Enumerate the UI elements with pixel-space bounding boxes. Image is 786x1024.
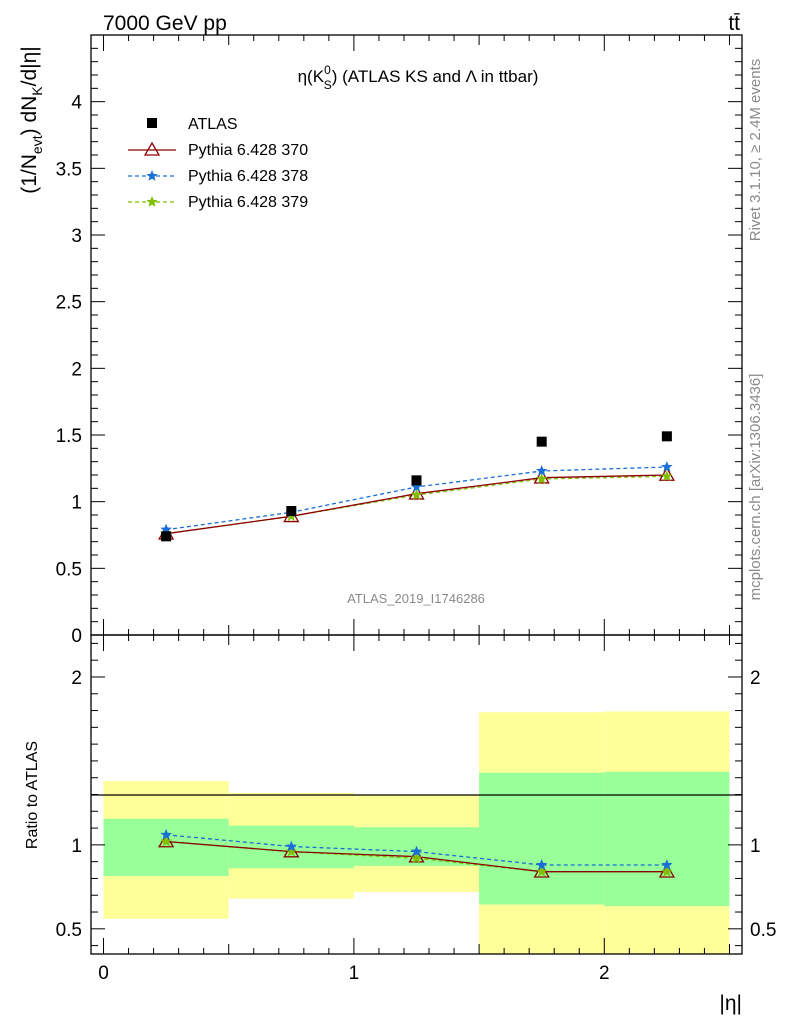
main-y-tick-label: 0 [71,626,82,647]
ylabel-sub-evt: evt [29,135,45,154]
ratio-point-p370 [408,848,425,863]
ratio-y-tick-labels: 0.5 0.5 1 1 2 2 [56,668,777,941]
mcplots-credit-label: mcplots.cern.ch [arXiv:1306.3436] [747,374,764,601]
ratio-axis-ticks [91,635,742,954]
ratio-y-tick-label-right: 0.5 [750,920,776,941]
ratio-x-tick-label: 0 [98,963,109,984]
point-atlas [286,506,297,516]
header-energy-label: 7000 GeV pp [103,12,227,35]
legend-marker-p378 [146,170,158,181]
ratio-y-tick-label-right: 1 [750,836,761,857]
point-p378 [160,523,172,535]
main-y-tick-label: 1.5 [56,426,82,447]
ratio-point-p379 [661,865,673,877]
plot-title-prefix: η(K [298,67,325,86]
ratio-band-inner [479,772,605,905]
ratio-y-axis-label: Ratio to ATLAS [24,741,41,849]
point-p378 [661,461,673,472]
ratio-y-tick-label-right: 2 [750,668,761,689]
main-y-tick-label: 4 [71,93,82,114]
ratio-band-inner [604,771,730,907]
ratio-uncertainty-bands [103,711,730,954]
ylabel-part-b: ) dN [18,96,41,136]
legend-label-p378: Pythia 6.428 378 [188,168,308,185]
ratio-point-p378 [160,828,172,840]
point-atlas [536,436,547,447]
ratio-point-p378 [661,859,673,870]
point-p379 [535,473,548,484]
main-data-marks [157,431,676,542]
main-y-tick-label: 0.5 [56,559,82,580]
point-p379 [410,489,423,500]
ratio-point-p378 [535,859,548,870]
legend-label-p379: Pythia 6.428 379 [188,194,308,211]
main-plot-panel: 00.511.522.533.54 η(K0 S) (ATLAS KS and Λ… [18,34,743,647]
x-axis-label: |η| [719,992,742,1015]
legend-label-p370: Pythia 6.428 370 [188,142,308,159]
legend-marker-p370 [143,141,161,156]
point-atlas [411,475,422,486]
ylabel-part-a: (1/N [18,154,41,194]
ratio-x-tick-label: 1 [349,963,360,984]
ratio-point-p379 [285,845,298,857]
main-y-axis-label: (1/Nevt) dNK/d|η| [18,46,45,194]
point-p378 [410,481,423,492]
plot-title-suffix: ) (ATLAS KS and Λ in ttbar) [332,67,539,86]
point-p378 [535,465,548,476]
point-atlas [161,531,172,542]
point-p379 [661,470,673,482]
main-y-tick-labels: 0 0.5 1 1.5 2 2.5 3 3.5 4 [56,93,83,647]
point-p370 [408,485,425,500]
ratio-point-p378 [285,840,298,852]
ratio-point-p379 [535,865,548,877]
main-y-tick-label: 3 [71,226,82,247]
ratio-point-p379 [160,835,172,847]
point-p370 [533,469,550,484]
main-axis-ticks [91,34,742,636]
ylabel-part-c: /d|η| [18,46,41,86]
main-y-tick-label: 1 [71,493,82,514]
ratio-y-tick-label: 1 [71,836,82,857]
plot-title: η(K0 S) (ATLAS KS and Λ in ttbar) [298,63,539,92]
ratio-plot-panel: 0.5 0.5 1 1 2 2 0 1 2 Ratio to ATLAS |η| [24,634,777,1015]
point-atlas [661,431,672,442]
analysis-watermark: ATLAS_2019_I1746286 [347,591,485,606]
ratio-data-marks [157,828,676,878]
legend-label-atlas: ATLAS [188,116,238,133]
ratio-plot-frame [90,634,743,955]
ratio-point-p378 [410,845,423,857]
main-y-tick-label: 2 [71,359,82,380]
ylabel-sub-k: K [29,86,45,96]
main-y-tick-label: 2.5 [56,293,82,314]
legend-marker-atlas [147,118,157,128]
ratio-point-p379 [410,852,423,864]
ratio-y-tick-label: 0.5 [56,920,82,941]
header-process-label: tt̄ [728,12,740,35]
plot-title-sub: S [324,78,332,92]
ratio-x-tick-label: 2 [599,963,610,984]
legend: ATLAS Pythia 6.428 370 Pythia 6.428 378 … [128,116,308,211]
point-p370 [658,466,676,481]
ratio-y-tick-label: 2 [71,668,82,689]
plot-title-sup: 0 [324,63,331,77]
rivet-version-label: Rivet 3.1.10, ≥ 2.4M events [747,59,764,242]
legend-marker-p379 [146,196,158,207]
main-y-tick-label: 3.5 [56,159,82,180]
ratio-x-tick-labels: 0 1 2 [98,963,609,984]
